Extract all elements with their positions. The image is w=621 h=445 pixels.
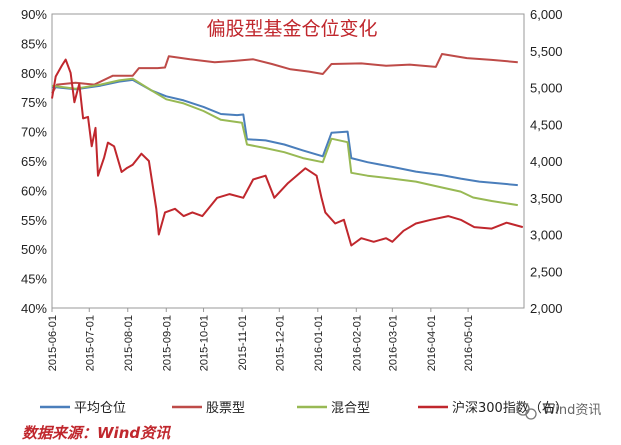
legend-label: 混合型: [331, 401, 370, 416]
left-tick-label: 70%: [21, 125, 47, 140]
x-tick-label: 2016-05-01: [463, 315, 475, 371]
left-tick-label: 50%: [21, 242, 47, 257]
x-tick-label: 2015-11-01: [237, 315, 249, 370]
left-tick-label: 85%: [21, 36, 47, 51]
x-tick-label: 2016-03-01: [387, 315, 399, 371]
left-tick-label: 65%: [21, 154, 47, 169]
right-tick-label: 5,500: [530, 44, 563, 59]
series-line: [51, 58, 524, 247]
x-tick-label: 2015-12-01: [274, 315, 286, 371]
x-tick-label: 2016-01-01: [313, 315, 325, 371]
x-tick-label: 2016-02-01: [351, 315, 363, 371]
left-axis: 90% 85% 80% 75% 70% 65% 60% 55% 50% 45% 40%: [21, 7, 47, 316]
plot-area: [51, 13, 525, 309]
legend-label: 沪深300指数（右）: [452, 400, 568, 416]
right-tick-label: 6,000: [530, 7, 563, 22]
series-line: [51, 53, 518, 94]
left-tick-label: 75%: [21, 95, 47, 110]
left-tick-label: 60%: [21, 183, 47, 198]
legend-label: 平均仓位: [74, 401, 126, 416]
left-tick-label: 40%: [21, 301, 47, 316]
chart-title: 偏股型基金仓位变化: [206, 18, 377, 40]
x-axis: 2015-06-01 2015-07-01 2015-08-01 2015-09-01…: [47, 308, 475, 371]
right-tick-label: 2,500: [530, 264, 563, 279]
right-tick-label: 4,500: [530, 117, 563, 132]
legend: 平均仓位 股票型 混合型 沪深300指数（右）: [40, 400, 568, 416]
left-tick-label: 90%: [21, 7, 47, 22]
left-tick-label: 80%: [21, 66, 47, 81]
x-tick-label: 2015-08-01: [123, 315, 135, 371]
legend-label: 股票型: [206, 401, 245, 416]
right-tick-label: 3,500: [530, 191, 563, 206]
right-axis: 6,000 5,500 5,000 4,500 4,000 3,500 3,000 2,500…: [530, 7, 563, 316]
right-tick-label: 4,000: [530, 154, 563, 169]
left-tick-label: 55%: [21, 213, 47, 228]
series-line: [51, 77, 518, 207]
left-tick-label: 45%: [21, 272, 47, 287]
watermark-text: Wind资讯: [543, 403, 602, 418]
right-tick-label: 2,000: [530, 301, 563, 316]
x-tick-label: 2015-07-01: [84, 315, 96, 371]
right-tick-label: 5,000: [530, 81, 563, 96]
x-tick-label: 2015-10-01: [199, 315, 211, 371]
x-tick-label: 2016-04-01: [426, 315, 438, 371]
x-tick-label: 2015-06-01: [47, 315, 59, 371]
x-tick-label: 2015-09-01: [161, 315, 173, 371]
right-tick-label: 3,000: [530, 228, 563, 243]
series-lines: [51, 53, 524, 247]
source-note: 数据来源：Wind资讯: [22, 424, 171, 442]
wechat-icon: [516, 402, 537, 420]
